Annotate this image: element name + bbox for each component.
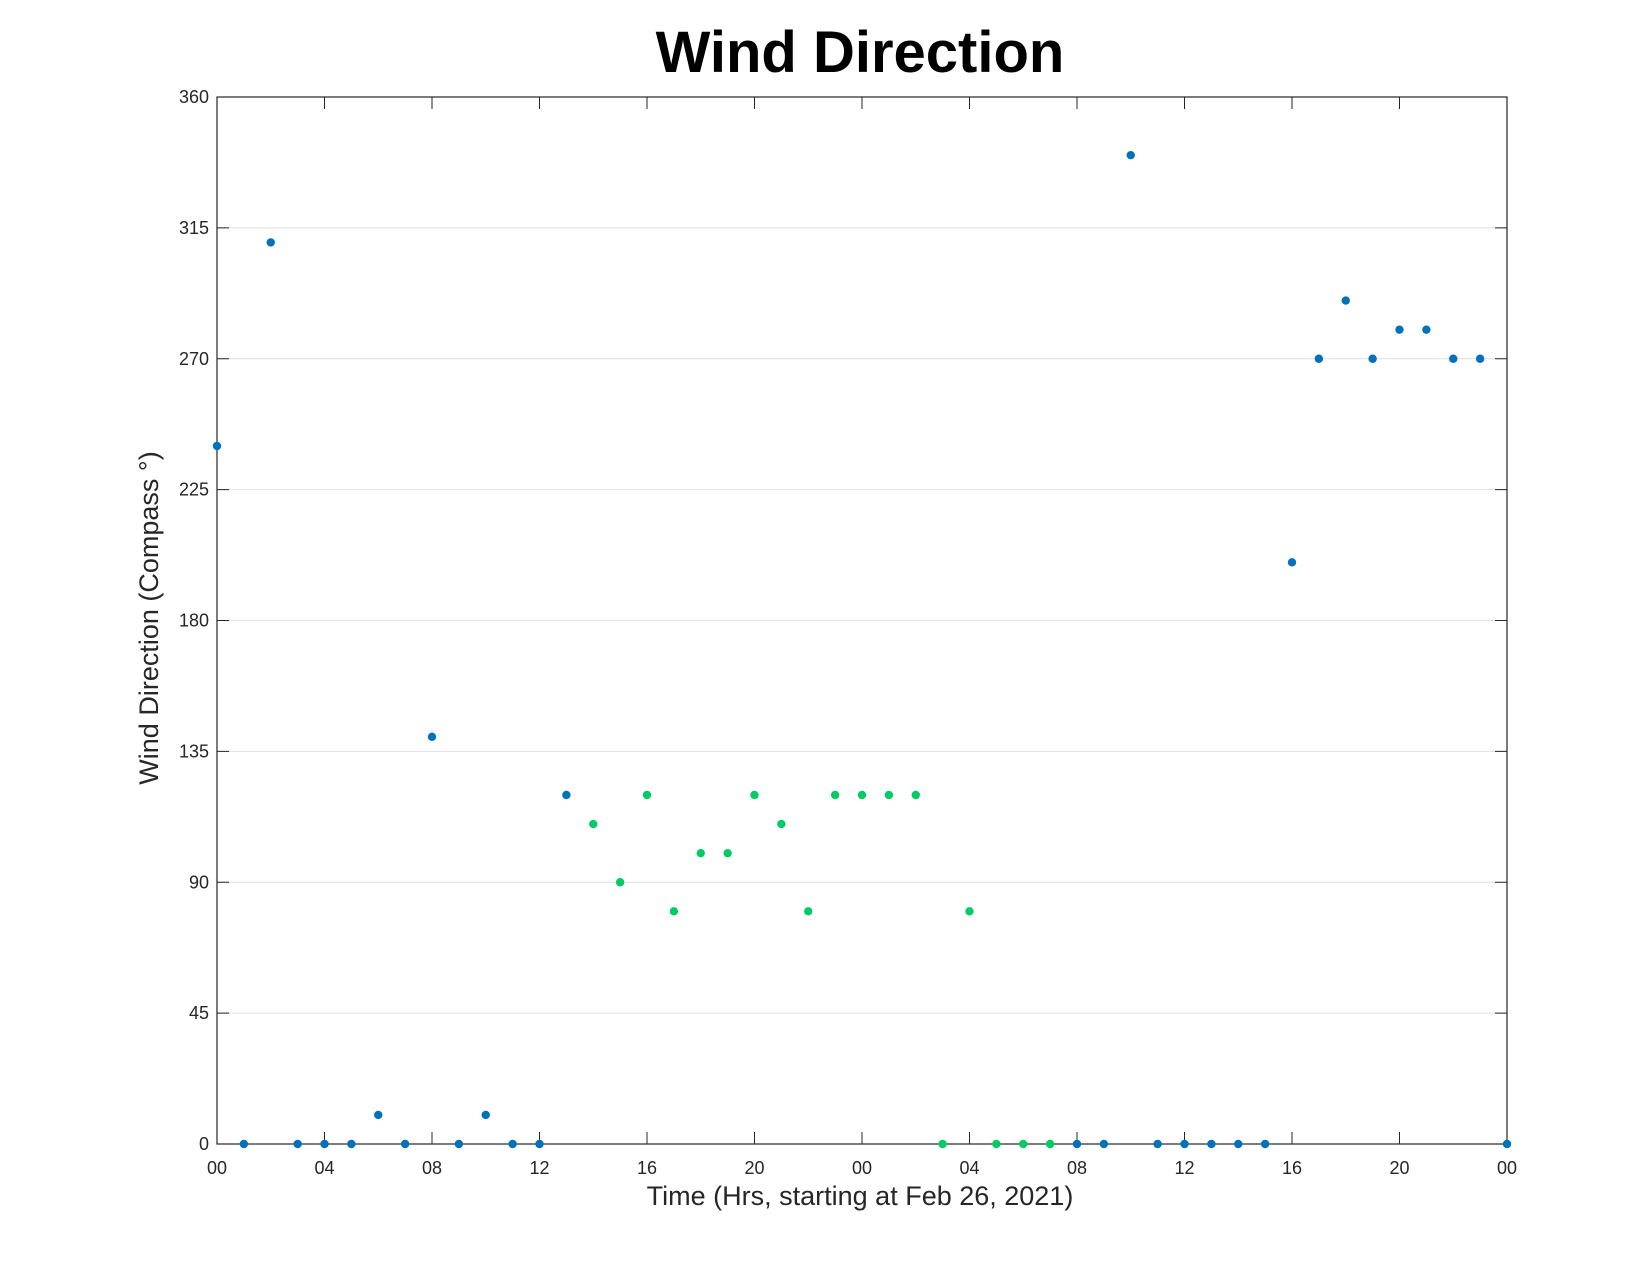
data-point: [642, 790, 652, 800]
y-tick-label: 225: [179, 480, 209, 500]
x-tick-label: 08: [1067, 1158, 1087, 1178]
x-tick-label: 16: [1282, 1158, 1302, 1178]
data-point: [239, 1139, 249, 1149]
data-point: [454, 1139, 464, 1149]
data-point: [1449, 354, 1458, 363]
data-point: [1072, 1139, 1082, 1149]
data-point: [1395, 325, 1404, 334]
data-point: [615, 878, 625, 887]
data-point: [508, 1139, 517, 1149]
data-point: [427, 732, 437, 742]
data-point: [750, 790, 759, 800]
x-tick-label: 12: [1174, 1158, 1194, 1178]
y-axis-label: Wind Direction (Compass °): [134, 451, 164, 784]
data-point: [1314, 354, 1324, 363]
data-point: [857, 790, 867, 800]
data-point: [1422, 325, 1431, 334]
data-point: [1126, 150, 1135, 160]
chart-title: Wind Direction: [656, 20, 1065, 85]
x-tick-label: 00: [1497, 1158, 1517, 1178]
data-point: [777, 819, 786, 829]
y-tick-label: 180: [179, 611, 209, 631]
data-point: [1019, 1139, 1028, 1149]
data-point: [400, 1139, 410, 1149]
y-tick-label: 315: [179, 218, 209, 238]
data-point: [320, 1139, 329, 1149]
data-point: [1368, 354, 1377, 363]
data-point: [374, 1110, 383, 1120]
data-point: [1180, 1139, 1189, 1149]
data-point: [884, 790, 894, 800]
x-tick-label: 16: [637, 1158, 657, 1178]
data-point: [965, 907, 974, 916]
x-axis-label: Time (Hrs, starting at Feb 26, 2021): [647, 1181, 1074, 1211]
data-point: [266, 238, 275, 247]
grid-lines: [217, 96, 1507, 1145]
data-point: [938, 1139, 947, 1149]
data-point: [669, 907, 679, 916]
x-tick-label: 08: [422, 1158, 442, 1178]
x-tick-label: 12: [529, 1158, 549, 1178]
data-point: [481, 1110, 490, 1120]
data-point: [562, 790, 571, 800]
data-point: [293, 1139, 302, 1149]
data-point: [1341, 296, 1350, 305]
y-tick-label: 45: [189, 1003, 209, 1023]
data-point: [1153, 1139, 1162, 1149]
data-point: [1287, 558, 1297, 567]
y-tick-label: 0: [199, 1134, 209, 1154]
data-point: [212, 441, 222, 451]
data-point: [1045, 1139, 1055, 1149]
x-tick-label: 00: [207, 1158, 227, 1178]
data-point: [1260, 1139, 1270, 1149]
data-point: [911, 790, 920, 800]
data-points: [212, 150, 1512, 1149]
x-tick-label: 04: [314, 1158, 334, 1178]
data-point: [696, 848, 705, 858]
data-point: [535, 1139, 544, 1149]
x-tick-label: 20: [1389, 1158, 1409, 1178]
data-point: [804, 907, 813, 916]
y-tick-label: 90: [189, 872, 209, 892]
y-tick-label: 135: [179, 741, 209, 761]
y-tick-label: 360: [179, 87, 209, 107]
data-point: [723, 848, 732, 858]
data-point: [1475, 354, 1485, 363]
data-point: [830, 790, 840, 800]
data-point: [1502, 1139, 1512, 1149]
data-point: [1099, 1139, 1109, 1149]
data-point: [1234, 1139, 1243, 1149]
data-point: [589, 819, 598, 829]
axis-ticks: 0 45 90 135 180 225 270 315 360 00 04 08 12 16 20 00 04 0…: [179, 87, 1517, 1178]
x-tick-label: 04: [959, 1158, 979, 1178]
x-tick-label: 00: [852, 1158, 872, 1178]
x-tick-label: 20: [744, 1158, 764, 1178]
data-point: [1207, 1139, 1216, 1149]
data-point: [992, 1139, 1001, 1149]
y-tick-label: 270: [179, 349, 209, 369]
data-point: [347, 1139, 356, 1149]
